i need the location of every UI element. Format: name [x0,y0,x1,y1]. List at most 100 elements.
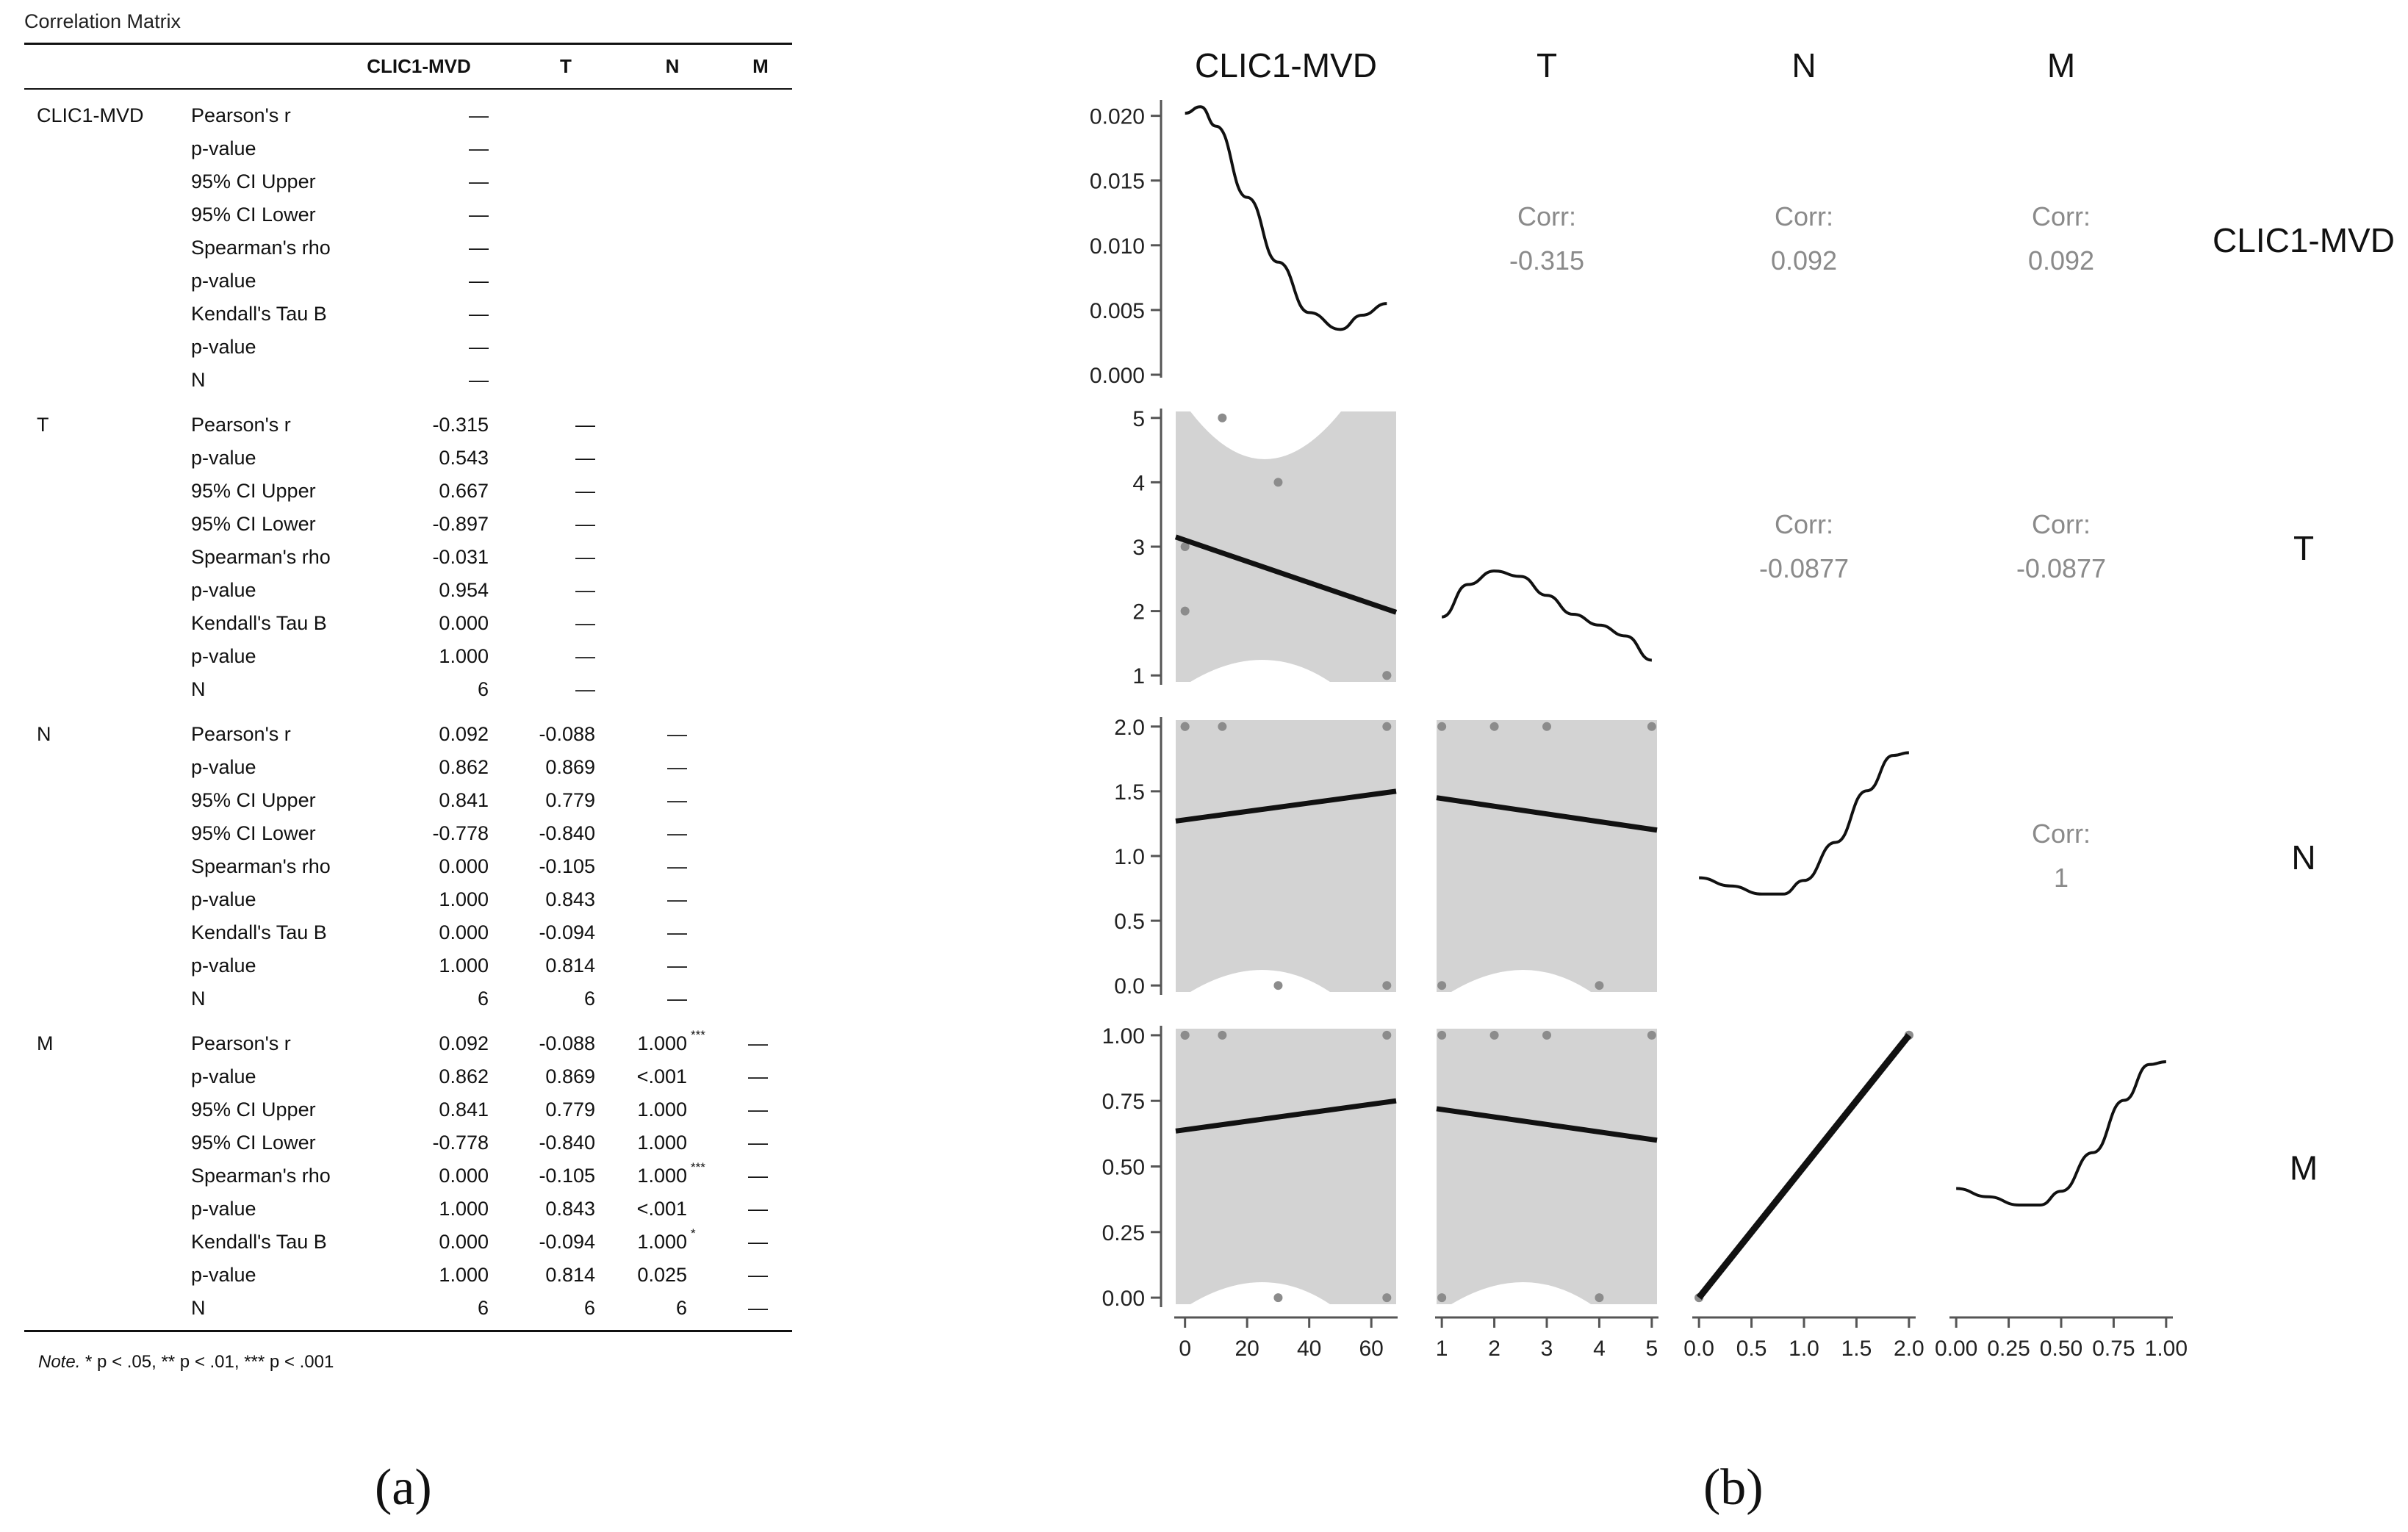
band-gap-top [1190,411,1341,459]
x-tick-label: 1.00 [2145,1337,2188,1361]
table-note: Note. * p < .05, ** p < .01, *** p < .00… [38,1352,334,1373]
table-cell: -0.840 [539,822,595,844]
data-point [1273,1293,1283,1303]
table-cell: 6 [583,1297,595,1319]
statistic-label: Spearman's rho [191,1165,331,1187]
table-cell: — [748,1165,768,1187]
correlation-value: -0.0877 [2016,553,2106,583]
table-cell: — [748,1132,768,1154]
column-title: N [1791,46,1816,84]
table-cell: 0.667 [439,480,489,502]
x-tick-label: 1.0 [1789,1337,1819,1361]
correlation-value: 1 [2054,863,2069,893]
confidence-band [1176,720,1396,992]
table-cell: -0.105 [539,855,595,877]
statistic-label: N [191,1297,206,1319]
statistic-label: p-value [191,137,256,159]
table-cell: 6 [477,678,489,700]
y-tick-label: 2 [1132,600,1145,625]
table-bottom-rule [24,1330,792,1332]
y-tick-label: 3 [1132,536,1145,560]
table-cell: — [575,513,595,535]
table-cell: 1.000 [637,1098,687,1121]
y-tick-label: 0.0 [1114,974,1145,999]
column-header: CLIC1-MVD [367,55,471,77]
data-point [1218,1030,1227,1040]
row-title: N [2291,838,2315,877]
y-tick-label: 1 [1132,664,1145,688]
table-cell: — [575,678,595,700]
regression-line [1696,1033,1912,1300]
statistic-label: 95% CI Lower [191,204,316,226]
confidence-band [1437,1029,1657,1304]
table-cell: 1.000 [439,954,489,977]
correlation-label: Corr: [2032,509,2091,539]
data-point [1437,981,1447,990]
correlation-value: -0.0877 [1759,553,1849,583]
table-cell: — [469,369,489,391]
y-tick-label: 1.5 [1114,780,1145,805]
table-cell: 1.000 [439,645,489,667]
regression-line [1175,1098,1397,1134]
table-cell: 0.843 [545,1198,595,1220]
row-title: M [2290,1149,2318,1187]
table-header-rule [24,88,792,90]
table-cell: — [667,855,687,877]
table-cell: — [667,723,687,745]
table-cell: — [748,1297,768,1319]
statistic-label: 95% CI Upper [191,1098,316,1121]
x-tick-label: 20 [1234,1337,1259,1361]
statistic-label: Spearman's rho [191,855,331,877]
row-variable-label: M [37,1032,54,1054]
table-cell: 0.841 [439,1098,489,1121]
table-cell: 0.869 [545,756,595,778]
x-tick-label: 60 [1359,1337,1384,1361]
statistic-label: Pearson's r [191,723,291,745]
row-variable-label: CLIC1-MVD [37,104,144,126]
y-tick-label: 1.0 [1114,845,1145,869]
y-tick-label: 0.000 [1090,364,1145,388]
table-cell: 0.814 [545,1264,595,1286]
row-variable-label: T [37,414,49,436]
correlation-label: Corr: [1775,201,1833,231]
data-point [1273,478,1283,487]
table-cell: 1.000 *** [637,1160,705,1187]
x-tick-label: 0.25 [1987,1337,2030,1361]
table-cell: 0.543 [439,447,489,469]
table-cell: — [469,237,489,259]
confidence-band [1437,720,1657,992]
table-cell: -0.840 [539,1132,595,1154]
table-cell: -0.088 [539,723,595,745]
table-cell: 0.000 [439,855,489,877]
table-cell: — [469,303,489,325]
table-cell: — [469,204,489,226]
statistic-label: Pearson's r [191,1032,291,1054]
row-title: CLIC1-MVD [2213,221,2395,259]
x-tick-label: 1.5 [1841,1337,1872,1361]
table-cell: 0.000 [439,921,489,943]
statistic-label: p-value [191,336,256,358]
table-cell: -0.778 [432,822,489,844]
table-cell: <.001 [636,1065,687,1087]
y-tick-label: 5 [1132,407,1145,431]
table-cell: — [667,822,687,844]
statistic-label: Kendall's Tau B [191,1231,327,1253]
data-point [1382,981,1392,990]
table-cell: — [575,480,595,502]
data-point [1595,1293,1604,1303]
y-tick-label: 0.75 [1102,1090,1145,1114]
table-cell: 1.000 [439,1264,489,1286]
y-tick-label: 0.50 [1102,1156,1145,1180]
table-cell: — [667,888,687,910]
table-cell: — [748,1065,768,1087]
table-cell: 0.000 [439,1165,489,1187]
data-point [1382,722,1392,731]
data-point [1382,1030,1392,1040]
data-point [1437,1030,1447,1040]
table-cell: — [748,1098,768,1121]
statistic-label: N [191,678,206,700]
regression-line [1436,1106,1658,1143]
table-cell: — [575,579,595,601]
statistic-label: p-value [191,447,256,469]
